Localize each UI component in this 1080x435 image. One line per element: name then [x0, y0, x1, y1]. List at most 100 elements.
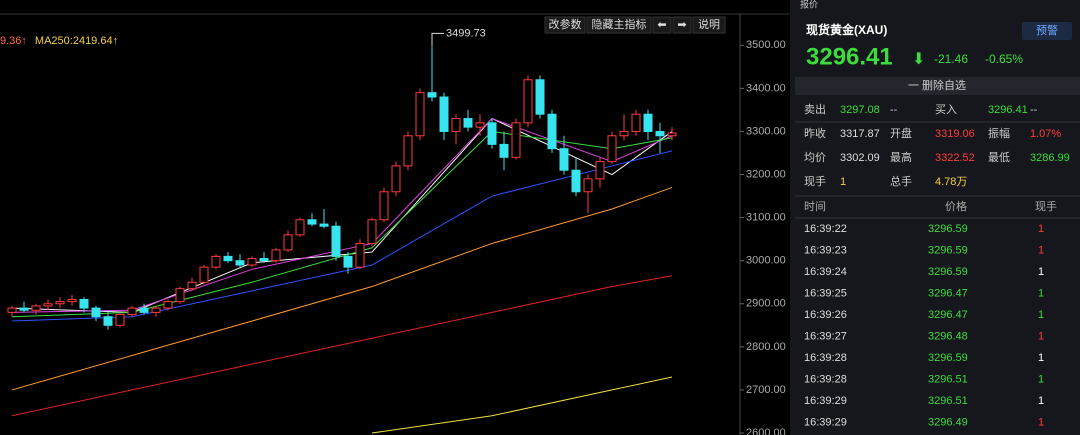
candle-body	[355, 242, 365, 268]
y-tick-label: 3300.00	[746, 125, 786, 137]
trade-price: 3296.59	[928, 244, 968, 256]
y-tick-label: 3500.00	[746, 39, 786, 51]
candle-body	[427, 92, 437, 98]
ma-line	[11, 275, 673, 417]
quote-cell: 3302.09	[840, 152, 880, 164]
trade-price: 3296.48	[928, 330, 968, 342]
tab: 报价	[800, 0, 818, 9]
title: 现货黄金(XAU)	[806, 22, 887, 37]
chart-bg	[0, 0, 790, 435]
quote-cell: --	[1030, 104, 1038, 116]
candle-body	[487, 122, 497, 145]
candle-body	[367, 219, 377, 244]
quote-cell: --	[890, 104, 898, 116]
trade-time: 16:39:28	[804, 352, 847, 364]
toolbar-button[interactable]	[672, 16, 692, 34]
candle-body	[511, 122, 521, 158]
trade-time: 16:39:28	[804, 373, 847, 385]
candle-body	[247, 258, 257, 266]
candle-body	[163, 301, 173, 309]
trade-time: 16:39:24	[804, 266, 847, 278]
candle-body	[439, 96, 449, 132]
ma-legend: 9.36↑	[0, 35, 27, 47]
quote-cell: 买入	[935, 103, 957, 116]
trade-time: 16:39:29	[804, 395, 847, 407]
candle-body	[127, 307, 137, 316]
trade-volume: 1	[1038, 373, 1044, 385]
trade-volume: 1	[1038, 352, 1044, 364]
candle-body	[187, 281, 197, 290]
trade-time: 16:39:29	[804, 416, 847, 428]
candle-body	[451, 118, 461, 132]
candle-body	[43, 303, 53, 307]
quote-cell: 1	[840, 176, 846, 188]
candle-body	[151, 307, 161, 313]
candle-body	[319, 223, 329, 227]
quote-cell: 3322.52	[935, 152, 975, 164]
candle-body	[619, 130, 629, 137]
quote-cell: 现手	[804, 174, 826, 188]
trade-price: 3296.51	[928, 395, 968, 407]
candle-body	[259, 258, 269, 262]
candle-body	[523, 79, 533, 124]
quote-cell: 总手	[890, 174, 912, 188]
toolbar-label: 说明	[698, 17, 720, 31]
trade-price: 3296.49	[928, 416, 968, 428]
candle-body	[547, 113, 557, 150]
candle-body	[91, 307, 101, 318]
candle-body	[175, 288, 185, 303]
candle-body	[583, 178, 593, 193]
candle-body	[271, 249, 281, 262]
trade-volume: 1	[1038, 330, 1044, 342]
toolbar-button[interactable]	[692, 16, 726, 34]
toolbar-label: ➡	[677, 19, 686, 31]
quote-cell: 最高	[890, 150, 912, 164]
candle-body	[79, 298, 89, 309]
quote-cell: 3317.87	[840, 128, 880, 140]
candle-body	[343, 255, 353, 268]
alert-button[interactable]	[1022, 22, 1072, 40]
trade-volume: 1	[1038, 395, 1044, 407]
quote-cell: 3319.06	[935, 128, 975, 140]
quote-cell: 振幅	[988, 126, 1010, 140]
toolbar-button[interactable]	[544, 16, 586, 34]
y-tick-label: 3100.00	[746, 212, 786, 224]
candle-body	[55, 301, 65, 305]
trade-volume: 1	[1038, 223, 1044, 235]
candle-body	[211, 255, 221, 268]
y-tick-label: 2600.00	[746, 427, 786, 435]
ma-legend: MA250:2419.64↑	[35, 35, 118, 47]
pct: -0.65%	[985, 52, 1023, 66]
annotation-leader	[431, 32, 444, 46]
toolbar-label: 隐藏主指标	[592, 17, 647, 31]
trade-volume: 1	[1038, 416, 1044, 428]
ma-line	[371, 376, 673, 434]
alert-label: 预警	[1036, 23, 1058, 37]
candle-body	[19, 307, 29, 311]
candle-body	[115, 314, 125, 326]
quote-cell: 4.78万	[935, 176, 967, 188]
candle-body	[499, 143, 509, 158]
trade-volume: 1	[1038, 309, 1044, 321]
candle-body	[559, 148, 569, 171]
trade-time: 16:39:23	[804, 244, 847, 256]
candle-body	[307, 219, 317, 225]
remove-bar[interactable]	[795, 77, 1080, 95]
candle-body	[139, 307, 149, 313]
y-tick-label: 2800.00	[746, 341, 786, 353]
toolbar-button[interactable]	[652, 16, 672, 34]
trade-price: 3296.51	[928, 373, 968, 385]
trade-time: 16:39:27	[804, 330, 847, 342]
trade-time: 16:39:25	[804, 287, 847, 299]
trade-price: 3296.59	[928, 223, 968, 235]
candle-body	[655, 130, 665, 137]
candle-body	[283, 234, 293, 251]
y-tick-label: 2700.00	[746, 384, 786, 396]
candle-body	[235, 260, 245, 266]
annotation: 3499.73	[446, 27, 486, 39]
toolbar-label: ⬅	[657, 19, 666, 31]
down-arrow: ⬇	[912, 51, 925, 68]
candle-body	[571, 169, 581, 193]
toolbar-button[interactable]	[586, 16, 652, 34]
trade-header: 价格	[945, 199, 967, 213]
